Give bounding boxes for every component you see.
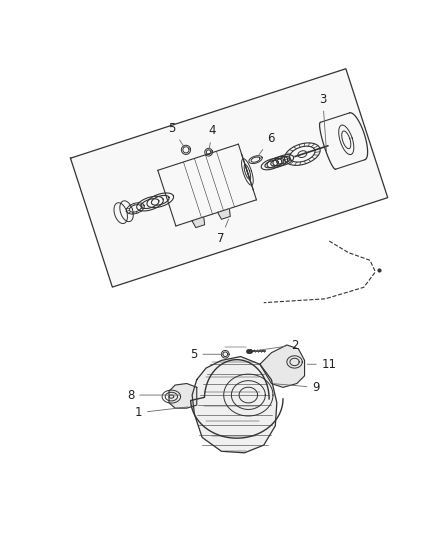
Text: 7: 7	[217, 219, 229, 246]
Text: 5: 5	[190, 348, 223, 361]
Polygon shape	[71, 69, 388, 287]
Polygon shape	[192, 217, 205, 228]
Polygon shape	[260, 345, 304, 387]
Text: 6: 6	[257, 132, 275, 157]
Text: 2: 2	[255, 338, 298, 351]
Polygon shape	[218, 208, 230, 219]
Text: 1: 1	[134, 406, 188, 419]
Text: 9: 9	[274, 381, 320, 394]
Text: 8: 8	[127, 389, 180, 401]
Text: 11: 11	[307, 358, 337, 371]
Polygon shape	[169, 384, 197, 408]
Polygon shape	[192, 357, 277, 453]
Text: 3: 3	[319, 93, 326, 151]
Text: 5: 5	[169, 122, 184, 148]
Text: 4: 4	[208, 124, 216, 149]
